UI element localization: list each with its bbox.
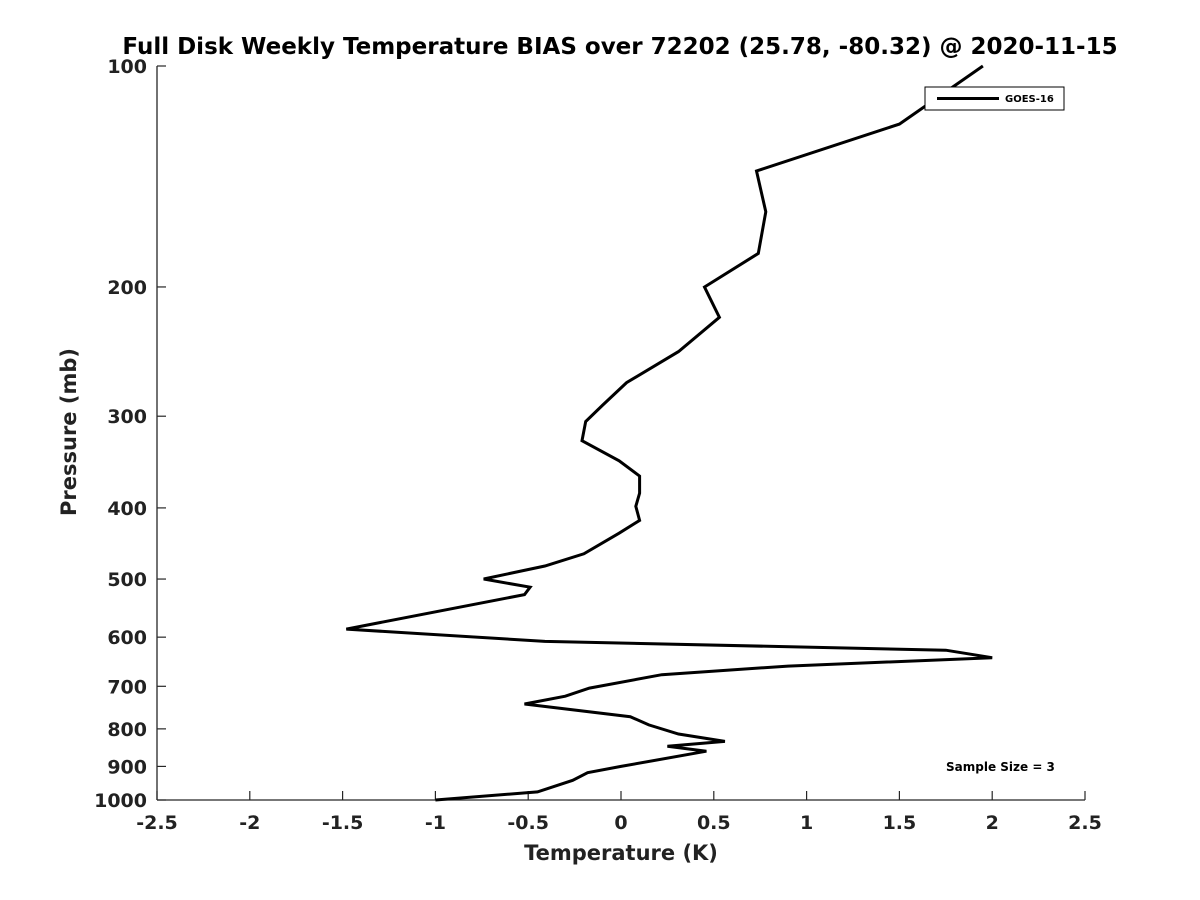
sample-size-annotation: Sample Size = 3 [946,760,1055,774]
x-tick-label: -1.5 [322,812,364,834]
legend: GOES-16 [924,86,1065,111]
x-tick-label: -1 [425,812,446,834]
y-tick-label: 1000 [94,790,147,812]
x-tick-label: 2.5 [1068,812,1102,834]
series-line-goes-16 [346,64,993,802]
x-tick-label: 1 [800,812,813,834]
x-axis-ticks: -2.5 -2 -1.5 -1 -0.5 0 0.5 1 1.5 2 2.5 [136,791,1102,834]
x-tick-label: 0 [614,812,627,834]
y-axis-ticks: 100 200 300 400 500 600 700 800 900 1000 [94,56,166,812]
y-tick-label: 900 [107,756,147,778]
x-tick-label: -0.5 [507,812,549,834]
legend-label-goes-16: GOES-16 [1005,94,1054,105]
y-tick-label: 800 [107,719,147,741]
y-tick-label: 400 [107,498,147,520]
x-tick-label: 0.5 [697,812,731,834]
x-tick-label: -2.5 [136,812,178,834]
chart-title: Full Disk Weekly Temperature BIAS over 7… [122,34,1117,60]
y-tick-label: 200 [107,277,147,299]
series-layer [346,64,993,802]
y-tick-label: 100 [107,56,147,78]
x-axis-label: Temperature (K) [524,841,718,865]
x-tick-label: -2 [239,812,260,834]
y-axis-label: Pressure (mb) [57,348,81,516]
y-tick-label: 500 [107,569,147,591]
y-tick-label: 700 [107,676,147,698]
y-tick-label: 300 [107,406,147,428]
x-tick-label: 1.5 [883,812,917,834]
y-tick-label: 600 [107,627,147,649]
x-tick-label: 2 [986,812,999,834]
